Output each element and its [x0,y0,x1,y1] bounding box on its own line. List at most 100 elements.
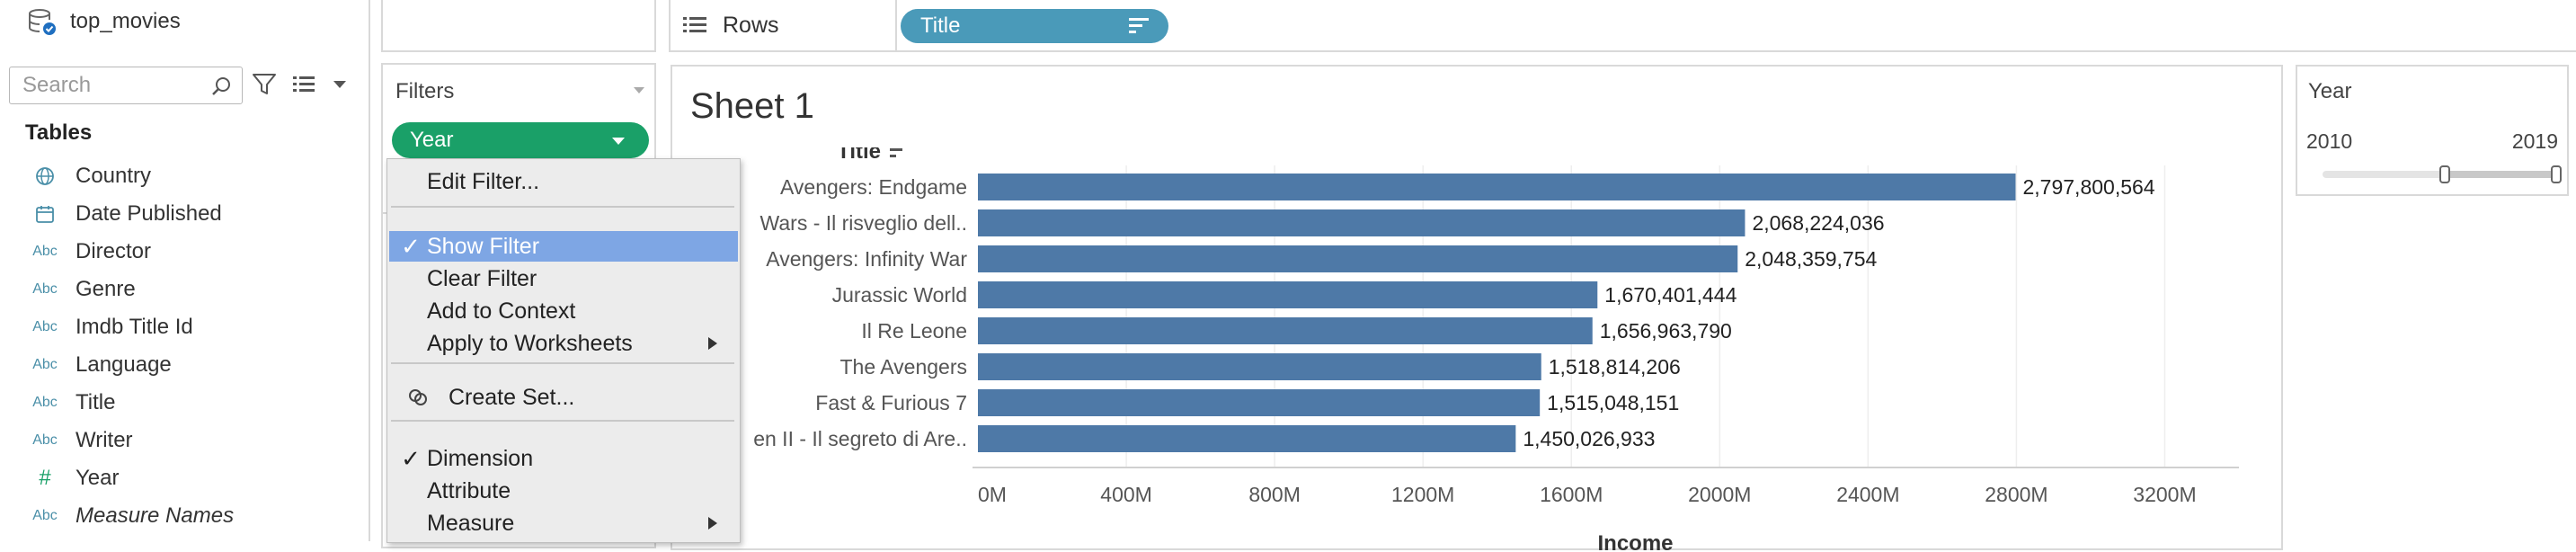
worksheet: Sheet 1 Title Avengers: Endgame 2,797,800,… [671,65,2283,552]
dropdown-arrow-icon[interactable] [611,137,626,146]
field-director[interactable]: Abc Director [0,234,367,270]
bar[interactable] [978,389,1541,416]
abc-icon: Abc [32,357,58,372]
field-label: Date Published [76,201,222,226]
x-tick-label: 800M [1248,483,1301,506]
rows-icon [683,15,706,35]
row-label: Avengers: Endgame [780,175,967,199]
row-label: en II - Il segreto di Are.. [753,427,967,450]
field-label: Country [76,164,152,188]
abc-icon: Abc [32,395,58,410]
list-view-icon[interactable] [291,72,316,97]
bar[interactable] [978,281,1598,308]
calendar-icon [23,204,67,224]
datasource-name: top_movies [70,9,181,33]
sort-descending-icon[interactable] [1129,18,1149,34]
row-label: Il Re Leone [861,319,967,343]
bar[interactable] [978,353,1541,380]
field-measure-names[interactable]: Abc Measure Names [0,498,367,534]
checkmark-icon: ✓ [401,232,421,260]
data-label: 1,656,963,790 [1600,319,1732,343]
bar[interactable] [978,174,2016,200]
year-filter-pill[interactable]: Year [392,122,649,158]
create-set-icon [407,387,440,407]
field-title[interactable]: Abc Title [0,385,367,421]
field-genre[interactable]: Abc Genre [0,272,367,307]
abc-icon: Abc [32,244,58,259]
tables-heading: Tables [25,120,93,145]
field-date-published[interactable]: Date Published [0,196,367,232]
menu-item-dimension[interactable]: ✓ Dimension [389,443,738,474]
menu-item-label: Dimension [427,445,534,471]
menu-item-measure[interactable]: Measure [389,508,738,539]
year-slider-min-handle[interactable] [2439,165,2450,183]
menu-item-label: Attribute [427,477,511,503]
datasource-row[interactable]: top_movies [27,4,181,40]
year-slider-max-handle[interactable] [2551,165,2562,183]
data-label: 1,515,048,151 [1547,391,1679,414]
x-tick-label: 0M [978,483,1007,506]
menu-item-apply-to-worksheets[interactable]: Apply to Worksheets [389,328,738,359]
row-label: Avengers: Infinity War [766,247,967,271]
field-label: Imdb Title Id [76,315,193,339]
data-label: 1,670,401,444 [1604,283,1737,307]
bar[interactable] [978,209,1745,236]
menu-item-show-filter[interactable]: ✓ Show Filter [389,231,738,262]
sort-icon[interactable] [890,147,908,157]
x-axis-title: Income [1597,531,1673,552]
title-pill[interactable]: Title [901,9,1168,43]
abc-icon: Abc [32,319,58,334]
data-label: 2,797,800,564 [2023,175,2155,199]
search-box[interactable] [9,67,243,104]
bar[interactable] [978,425,1516,452]
abc-icon: Abc [32,508,58,523]
menu-separator [391,362,734,364]
field-country[interactable]: Country [0,158,367,194]
x-tick-label: 1600M [1540,483,1603,506]
data-pane: top_movies Tables Country Date Published A… [0,0,370,541]
x-tick-label: 2000M [1688,483,1751,506]
chevron-down-icon[interactable] [633,86,645,94]
menu-item-add-to-context[interactable]: Add to Context [389,296,738,326]
menu-separator [391,206,734,208]
rows-label: Rows [723,12,779,38]
x-tick-label: 3200M [2133,483,2196,506]
filter-icon[interactable] [252,72,277,97]
data-label: 1,450,026,933 [1523,427,1655,450]
menu-item-label: Edit Filter... [427,168,540,194]
year-pill-label: Year [410,128,454,152]
checkmark-icon: ✓ [401,444,421,472]
title-pill-label: Title [920,13,961,38]
menu-separator [391,420,734,422]
year-slider-range [2445,171,2556,178]
field-label: Writer [76,428,133,452]
pages-shelf[interactable] [381,0,656,52]
search-input[interactable] [10,72,204,99]
field-year[interactable]: # Year [0,460,367,496]
hash-icon: # [39,466,51,490]
field-label: Title [76,390,116,414]
rows-shelf[interactable]: Rows Title [669,0,2576,52]
bar[interactable] [978,317,1593,344]
menu-item-attribute[interactable]: Attribute [389,476,738,506]
search-icon[interactable] [211,76,233,97]
field-imdb-title-id[interactable]: Abc Imdb Title Id [0,309,367,345]
field-language[interactable]: Abc Language [0,347,367,383]
chevron-down-icon[interactable] [333,80,347,89]
field-label: Language [76,352,172,377]
menu-item-create-set[interactable]: Create Set... [389,382,738,413]
menu-item-edit-filter[interactable]: Edit Filter... [389,166,738,197]
menu-item-label: Clear Filter [427,265,537,291]
bar[interactable] [978,245,1738,272]
menu-item-clear-filter[interactable]: Clear Filter [389,263,738,294]
field-writer[interactable]: Abc Writer [0,423,367,459]
menu-item-label: Measure [427,510,515,536]
menu-item-label: Apply to Worksheets [427,330,633,356]
menu-item-label: Create Set... [449,384,575,410]
submenu-arrow-icon [707,516,718,530]
menu-item-label: Add to Context [427,298,576,324]
globe-icon [23,166,67,186]
x-tick-label: 2800M [1985,483,2047,506]
sheet-title: Sheet 1 [690,86,814,126]
row-label: Wars - Il risveglio dell.. [760,211,967,235]
